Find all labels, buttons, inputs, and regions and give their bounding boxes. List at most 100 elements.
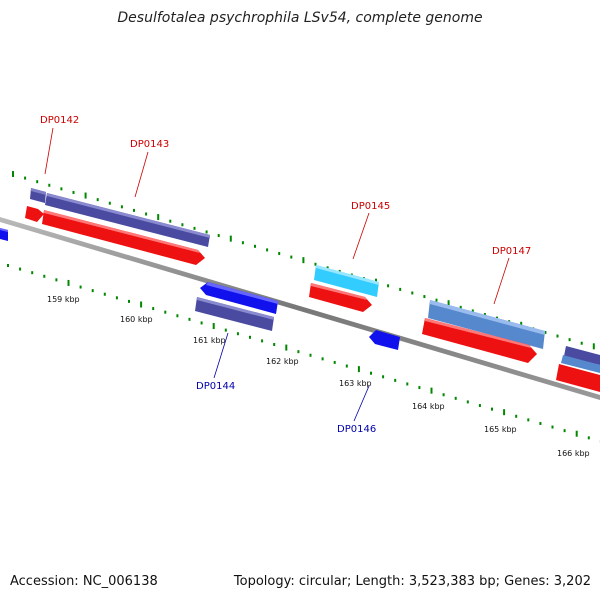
scale-label: 165 kbp — [484, 425, 517, 434]
scale-label: 160 kbp — [120, 315, 153, 324]
cds-feature-dp0142 — [25, 206, 44, 222]
minor-tick — [266, 248, 269, 252]
scale-label: 159 kbp — [47, 295, 80, 304]
reverse-cds-feature-dp0144 — [200, 282, 278, 314]
minor-tick — [333, 360, 336, 364]
minor-tick — [406, 382, 409, 386]
gene-feature-dp0145 — [314, 265, 379, 297]
minor-tick — [55, 278, 58, 282]
minor-tick — [568, 338, 571, 342]
minor-tick — [527, 418, 530, 422]
minor-tick — [483, 313, 486, 317]
minor-tick — [297, 350, 300, 354]
major-tick — [302, 257, 305, 264]
minor-tick — [188, 317, 191, 321]
cds-feature-dp0147 — [422, 318, 537, 363]
minor-tick — [48, 183, 51, 187]
minor-tick — [7, 264, 9, 267]
minor-tick — [96, 198, 99, 202]
minor-tick — [454, 396, 457, 400]
gene-feature-dp0143-top — [47, 193, 210, 238]
pointer-dp0142 — [44, 127, 54, 175]
reverse-cds-feature — [0, 228, 8, 232]
minor-tick — [382, 375, 385, 379]
minor-tick — [79, 285, 82, 289]
minor-tick — [31, 271, 34, 275]
major-tick — [575, 430, 578, 437]
scale-label: 161 kbp — [193, 336, 226, 345]
cds-feature-dp0147-top — [425, 318, 531, 348]
minor-tick — [60, 187, 63, 191]
minor-tick — [491, 407, 493, 411]
major-tick — [592, 343, 595, 350]
cds-feature-dp0143-top — [44, 210, 200, 253]
minor-tick — [254, 244, 256, 248]
minor-tick — [224, 328, 227, 332]
minor-tick — [290, 255, 293, 259]
gene-label-dp0146: DP0146 — [337, 424, 376, 435]
minor-tick — [394, 378, 397, 382]
minor-tick — [217, 234, 220, 238]
minor-tick — [515, 414, 518, 418]
minor-tick — [478, 404, 481, 408]
reverse-cds-feature-dp0144-top — [206, 282, 278, 304]
minor-tick — [205, 230, 208, 234]
minor-tick — [435, 298, 438, 302]
gene-feature-edge — [564, 346, 600, 365]
minor-tick — [181, 223, 184, 227]
major-tick — [285, 344, 288, 351]
feature-track — [0, 188, 600, 392]
minor-tick — [587, 436, 590, 440]
minor-tick — [169, 219, 172, 223]
topology-text: Topology: circular; Length: 3,523,383 bp… — [233, 574, 591, 589]
minor-tick — [466, 400, 469, 404]
minor-tick — [200, 321, 203, 325]
gene-feature-dp0142-top — [31, 188, 46, 195]
minor-tick — [345, 364, 348, 368]
minor-tick — [580, 341, 583, 345]
cds-feature-edge — [556, 364, 600, 392]
map-title: Desulfotalea psychrophila LSv54, complet… — [117, 10, 483, 26]
minor-tick — [399, 287, 402, 291]
major-tick — [430, 387, 433, 394]
label-pointers — [44, 127, 510, 422]
gene-feature-dp0145-top — [316, 265, 379, 285]
scale-label: 164 kbp — [412, 402, 445, 411]
minor-tick — [309, 353, 312, 357]
gene-feature-dp0147 — [428, 300, 545, 349]
minor-tick — [152, 307, 155, 311]
minor-tick — [108, 201, 111, 205]
minor-tick — [164, 310, 167, 314]
pointer-dp0146 — [353, 385, 370, 422]
gene-label-dp0147: DP0147 — [492, 246, 531, 257]
minor-tick — [387, 284, 390, 288]
pointer-dp0145 — [352, 212, 370, 260]
major-tick — [67, 279, 70, 286]
pointer-dp0147 — [493, 257, 510, 305]
major-tick — [212, 323, 215, 330]
minor-tick — [176, 314, 179, 318]
minor-tick — [36, 180, 39, 184]
gene-label-dp0145: DP0145 — [351, 201, 390, 212]
minor-tick — [193, 226, 196, 230]
minor-tick — [471, 309, 474, 313]
scale-label: 163 kbp — [339, 379, 372, 388]
minor-tick — [423, 295, 426, 299]
gene-label-dp0142: DP0142 — [40, 115, 79, 126]
gene-feature-dp0147-top — [430, 300, 545, 335]
major-tick — [229, 235, 232, 242]
minor-tick — [145, 212, 148, 216]
minor-tick — [321, 357, 324, 361]
minor-tick — [544, 330, 547, 334]
minor-tick — [459, 305, 462, 309]
minor-tick — [273, 342, 276, 346]
minor-tick — [563, 429, 566, 433]
minor-tick — [236, 332, 239, 336]
cds-feature-dp0143 — [42, 210, 205, 265]
cds-feature-dp0145-top — [311, 283, 367, 300]
minor-tick — [128, 299, 130, 303]
major-tick — [140, 301, 143, 308]
minor-tick — [133, 208, 135, 212]
minor-tick — [556, 334, 559, 338]
